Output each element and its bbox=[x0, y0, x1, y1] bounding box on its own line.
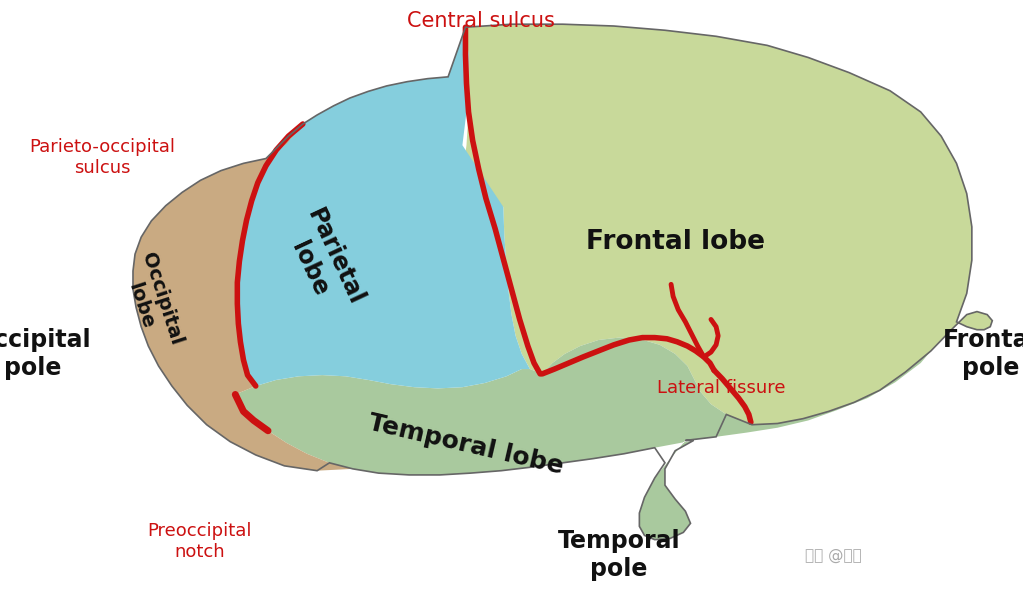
Text: Frontal
pole: Frontal pole bbox=[943, 328, 1023, 380]
Text: Parieto-occipital
sulcus: Parieto-occipital sulcus bbox=[30, 138, 175, 177]
Text: Lateral fissure: Lateral fissure bbox=[657, 379, 786, 397]
Polygon shape bbox=[237, 27, 530, 388]
Polygon shape bbox=[462, 24, 992, 425]
Text: Frontal lobe: Frontal lobe bbox=[586, 229, 764, 255]
Text: 知乎 @陈锐: 知乎 @陈锐 bbox=[805, 548, 862, 563]
Text: Occipital
pole: Occipital pole bbox=[0, 328, 91, 380]
Polygon shape bbox=[235, 338, 931, 540]
Text: Central sulcus: Central sulcus bbox=[407, 11, 554, 31]
Text: Preoccipital
notch: Preoccipital notch bbox=[147, 522, 252, 561]
Polygon shape bbox=[133, 124, 353, 471]
Text: Temporal
pole: Temporal pole bbox=[558, 529, 680, 581]
Text: Occipital
lobe: Occipital lobe bbox=[117, 250, 186, 355]
Text: Parietal
lobe: Parietal lobe bbox=[277, 205, 367, 321]
Text: Temporal lobe: Temporal lobe bbox=[365, 411, 566, 479]
